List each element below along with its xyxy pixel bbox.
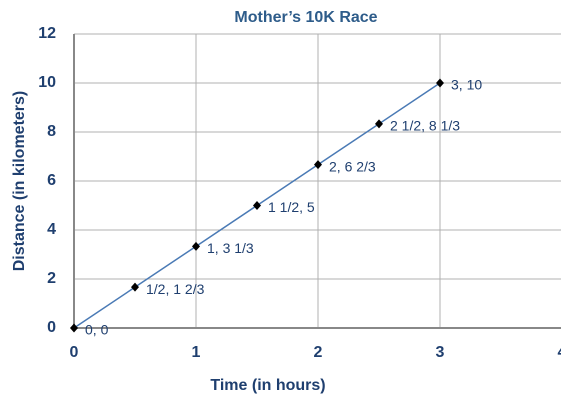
data-point [375,119,383,129]
y-tick-label: 8 [47,123,56,140]
data-label: 3, 10 [451,77,482,93]
y-tick-label: 4 [47,221,56,238]
y-tick-label: 12 [38,25,56,42]
x-axis-title: Time (in hours) [210,377,325,394]
data-label: 1, 3 1/3 [207,240,254,256]
data-label: 1/2, 1 2/3 [146,281,205,297]
data-point [253,201,261,210]
y-tick-label: 10 [38,74,56,91]
data-label: 1 1/2, 5 [268,199,315,215]
data-point [131,282,139,292]
y-tick-label: 2 [47,270,56,287]
y-tick-label: 0 [47,319,56,336]
x-tick-label: 0 [70,344,79,361]
data-point [314,160,322,170]
x-tick-label: 3 [436,344,445,361]
data-label: 2, 6 2/3 [329,158,376,174]
y-tick-label: 6 [47,172,56,189]
x-tick-label: 2 [314,344,323,361]
x-tick-label: 1 [192,344,201,361]
data-point [192,241,200,251]
x-tick-label: 4 [558,344,561,361]
data-point [436,78,444,88]
y-axis-title: Distance (in kilometers) [11,91,28,272]
data-label: 2 1/2, 8 1/3 [390,118,460,134]
data-label: 0, 0 [85,322,109,338]
chart-title: Mother’s 10K Race [234,9,377,26]
data-point [70,323,78,333]
